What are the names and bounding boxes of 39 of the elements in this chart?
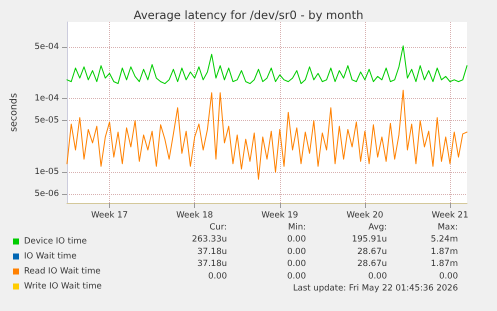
- x-tick-label: Week 17: [91, 210, 128, 220]
- text: 0.00: [287, 259, 306, 270]
- line-series: [66, 90, 468, 180]
- text: 37.18u: [197, 246, 227, 257]
- text: 263.33u: [192, 234, 227, 245]
- legend-label: Device IO time: [24, 236, 87, 246]
- text: 28.67u: [357, 259, 387, 270]
- legend-label: Write IO Wait time: [24, 282, 102, 292]
- text: 5.24m: [430, 234, 458, 245]
- text: Min:: [288, 222, 306, 232]
- x-tick-label: Week 18: [176, 210, 214, 220]
- y-tick-label: 5e-04: [34, 42, 59, 52]
- x-tick-label: Week 21: [432, 210, 468, 220]
- y-tick-label: 5e-06: [34, 189, 59, 200]
- text: 0.00: [208, 271, 227, 282]
- text: 28.67u: [357, 246, 387, 257]
- y-axis-title: seconds: [8, 93, 20, 132]
- text: Max:: [438, 222, 458, 232]
- x-tick-label: Week 19: [261, 210, 298, 220]
- x-tick-label: Week 20: [346, 210, 384, 220]
- text: Cur:: [209, 222, 227, 232]
- y-tick-label: 1e-05: [34, 167, 59, 178]
- text: 0.00: [287, 234, 306, 245]
- line-series: [66, 45, 468, 84]
- legend-label: IO Wait time: [24, 252, 77, 262]
- text: 195.91u: [352, 234, 387, 245]
- y-tick-label: 1e-04: [34, 94, 59, 104]
- text: 1.87m: [430, 259, 458, 270]
- text: 0.00: [368, 271, 387, 282]
- text: Last update: Fri May 22 01:45:36 2026: [292, 284, 458, 294]
- text: 0.00: [287, 271, 306, 282]
- text: 0.00: [439, 271, 458, 282]
- text: 0.00: [287, 246, 306, 257]
- text: 1.87m: [430, 246, 458, 257]
- legend-label: Read IO Wait time: [24, 266, 101, 276]
- text: Avg:: [368, 222, 387, 232]
- chart-title: Average latency for /dev/sr0 - by month: [134, 8, 364, 22]
- y-tick-label: 5e-05: [34, 116, 59, 126]
- text: 37.18u: [197, 259, 227, 270]
